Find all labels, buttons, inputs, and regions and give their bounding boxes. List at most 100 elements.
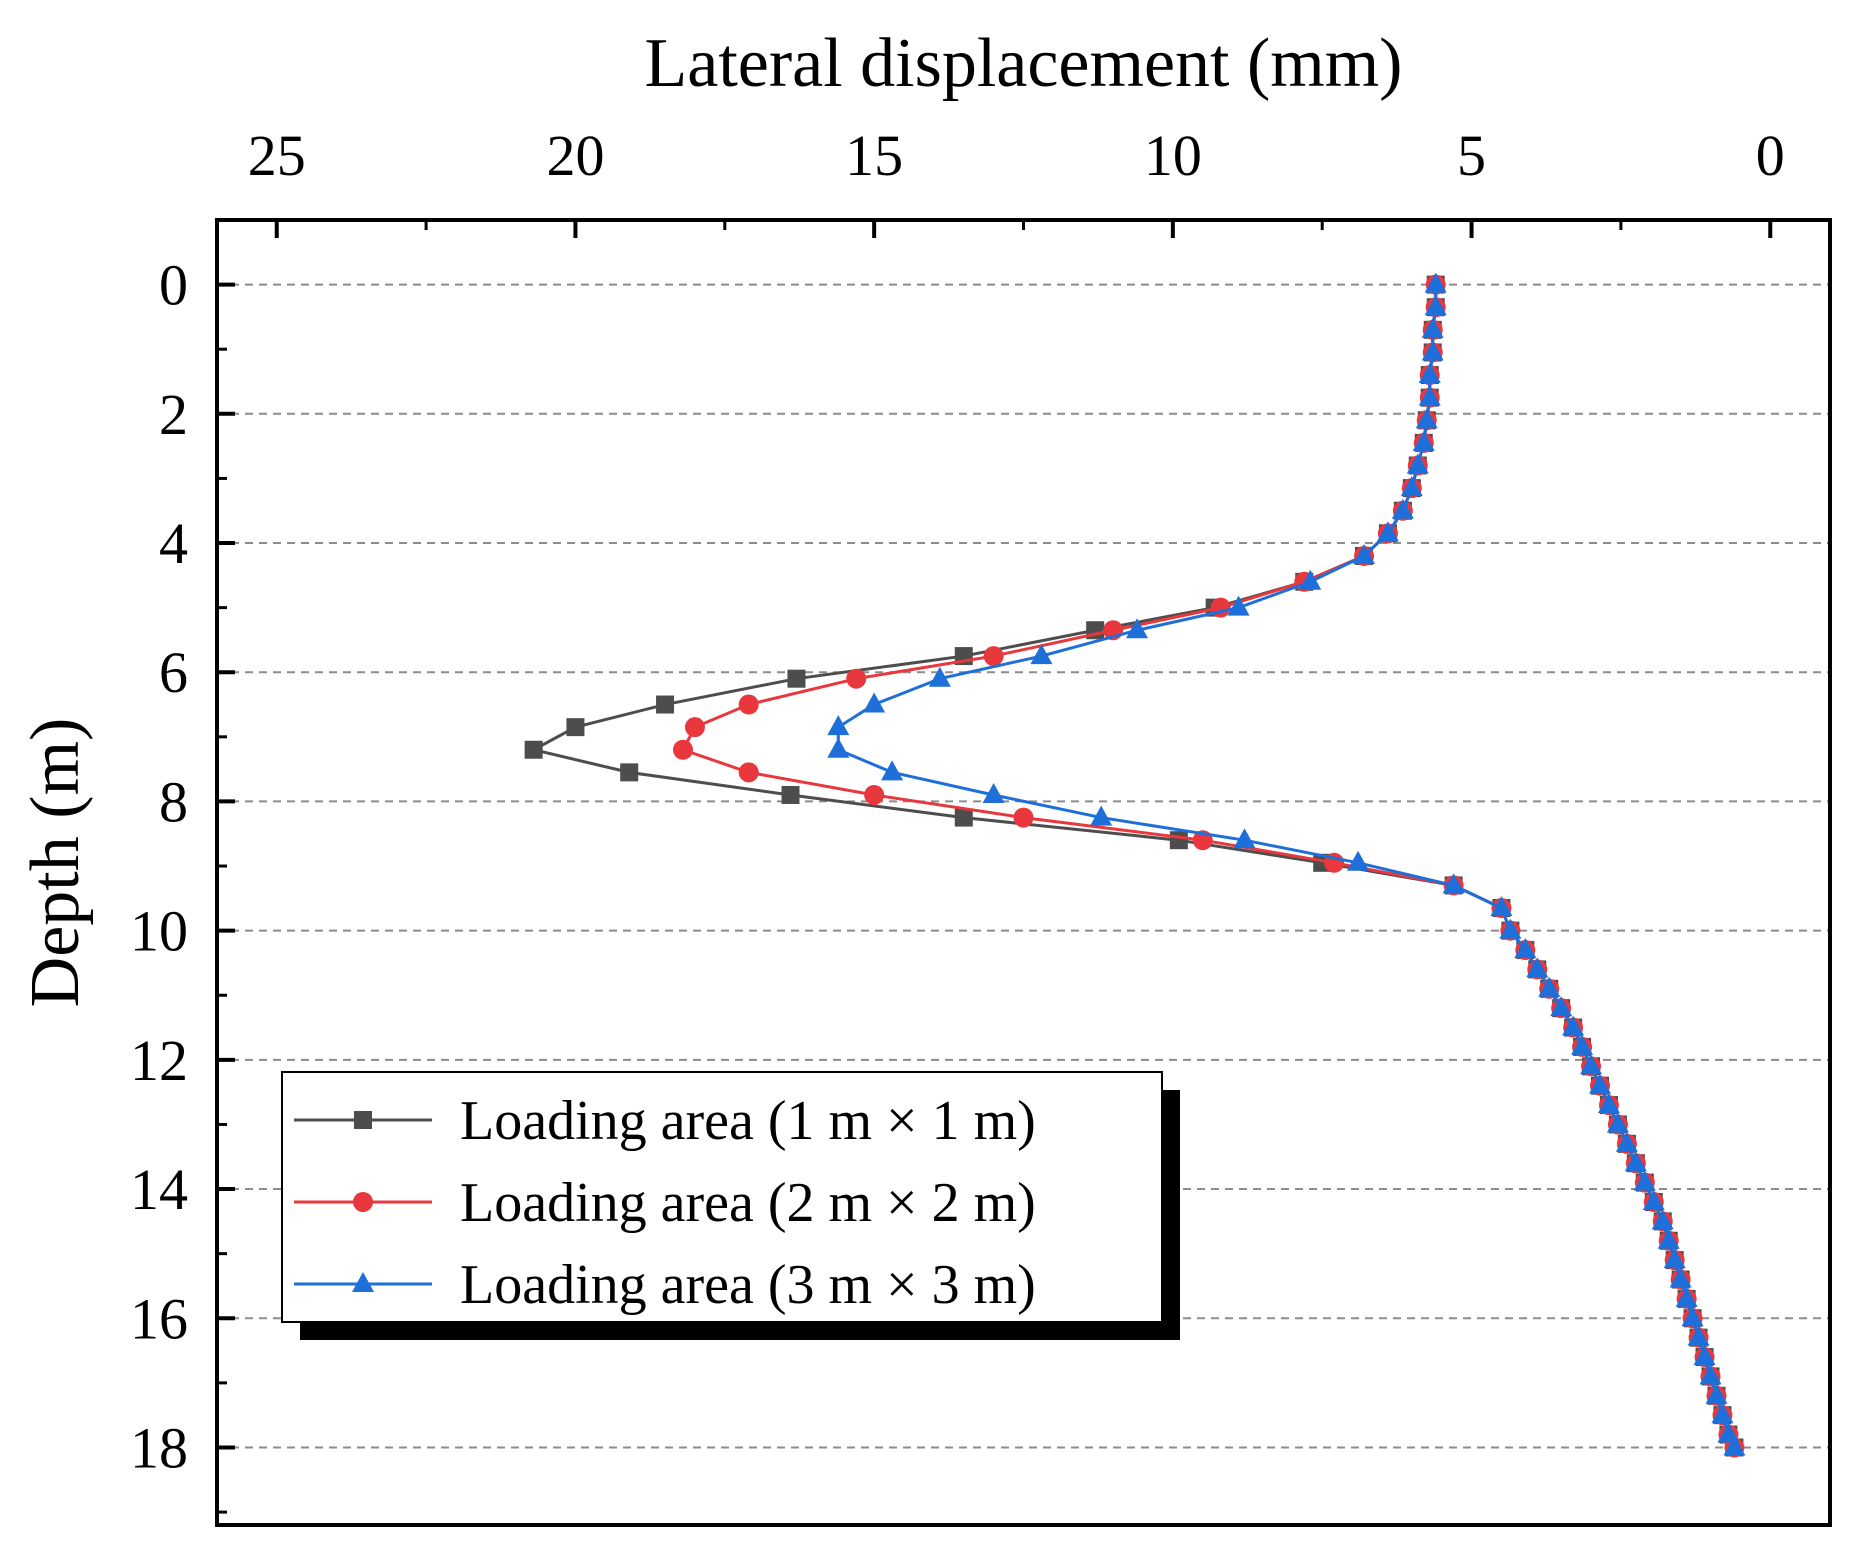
legend-item: Loading area (3 m × 3 m)	[294, 1254, 1036, 1316]
legend-marker	[352, 1272, 374, 1292]
data-point	[1347, 850, 1370, 871]
data-point	[1687, 1325, 1710, 1346]
data-point	[1571, 1034, 1594, 1055]
data-point	[827, 715, 850, 736]
x-axis-title: Lateral displacement (mm)	[644, 25, 1402, 102]
data-point	[1711, 1403, 1734, 1424]
x-tick-label: 0	[1756, 123, 1785, 188]
data-point	[1421, 340, 1444, 361]
data-point	[1499, 918, 1522, 939]
data-point	[1723, 1435, 1746, 1456]
data-point	[954, 808, 973, 827]
legend-label: Loading area (1 m × 1 m)	[460, 1090, 1036, 1152]
data-point	[738, 762, 759, 783]
data-point	[1227, 595, 1250, 616]
y-tick-label: 8	[159, 769, 188, 834]
data-point	[1421, 317, 1444, 338]
data-point	[1353, 543, 1376, 564]
data-point	[1562, 1015, 1585, 1036]
series-group	[524, 272, 1746, 1458]
data-point	[1418, 385, 1441, 406]
data-point	[1580, 1054, 1603, 1075]
data-point	[1412, 430, 1435, 451]
data-point	[1526, 957, 1549, 978]
data-point	[566, 718, 585, 737]
data-point	[983, 646, 1004, 667]
data-point	[1376, 521, 1399, 542]
y-tick-label: 18	[130, 1415, 188, 1480]
data-point	[1400, 476, 1423, 497]
data-point	[864, 784, 885, 805]
data-point	[1693, 1345, 1716, 1366]
data-point	[863, 692, 886, 713]
y-tick-label: 4	[159, 511, 188, 576]
data-point	[787, 669, 806, 688]
legend-label: Loading area (2 m × 2 m)	[460, 1172, 1036, 1234]
series-3	[827, 272, 1746, 1456]
y-tick-label: 0	[159, 253, 188, 318]
data-point	[1424, 295, 1447, 316]
data-point	[1169, 831, 1188, 850]
data-point	[1538, 976, 1561, 997]
y-tick-label: 14	[130, 1157, 188, 1222]
data-point	[1663, 1248, 1686, 1269]
data-point	[1415, 408, 1438, 429]
data-point	[928, 666, 951, 687]
y-tick-label: 16	[130, 1286, 188, 1351]
data-point	[738, 694, 759, 715]
data-point	[1615, 1131, 1638, 1152]
data-point	[1490, 896, 1513, 917]
x-tick-label: 10	[1144, 123, 1202, 188]
data-point	[1030, 644, 1053, 665]
y-tick-label: 10	[130, 899, 188, 964]
data-point	[672, 739, 693, 760]
y-tick-label: 2	[159, 382, 188, 447]
x-tick-label: 25	[248, 123, 306, 188]
legend-marker	[354, 1111, 372, 1129]
data-point	[1705, 1383, 1728, 1404]
data-point	[1699, 1364, 1722, 1385]
legend-label: Loading area (3 m × 3 m)	[460, 1254, 1036, 1316]
data-point	[1550, 996, 1573, 1017]
data-point	[1442, 873, 1465, 894]
legend-item: Loading area (2 m × 2 m)	[294, 1172, 1036, 1234]
data-point	[1299, 569, 1322, 590]
data-point	[1424, 272, 1447, 293]
data-point	[1657, 1228, 1680, 1249]
legend-marker	[353, 1192, 373, 1212]
x-tick-label: 5	[1457, 123, 1486, 188]
data-point	[881, 760, 904, 781]
legend: Loading area (1 m × 1 m) Loading area (2 …	[281, 1071, 1180, 1340]
data-point	[1606, 1112, 1629, 1133]
y-axis-title: Depth (m)	[17, 718, 94, 1008]
data-point	[827, 737, 850, 758]
y-tick-label: 12	[130, 1028, 188, 1093]
data-point	[781, 785, 800, 804]
data-point	[1418, 363, 1441, 384]
y-tick-label: 6	[159, 640, 188, 705]
data-point	[1588, 1073, 1611, 1094]
data-point	[982, 782, 1005, 803]
data-point	[1651, 1209, 1674, 1230]
data-point	[1013, 807, 1034, 828]
data-point	[684, 717, 705, 738]
data-point	[1126, 618, 1149, 639]
x-tick-label: 15	[845, 123, 903, 188]
legend-box	[281, 1071, 1163, 1323]
legend-item: Loading area (1 m × 1 m)	[294, 1090, 1036, 1152]
data-point	[1597, 1093, 1620, 1114]
data-point	[1669, 1267, 1692, 1288]
data-point	[1514, 938, 1537, 959]
data-point	[1391, 498, 1414, 519]
data-point	[620, 763, 639, 782]
data-point	[1681, 1306, 1704, 1327]
data-point	[1624, 1151, 1647, 1172]
data-point	[1642, 1189, 1665, 1210]
data-point	[1233, 828, 1256, 849]
data-point	[1406, 453, 1429, 474]
data-point	[524, 740, 543, 759]
data-point	[846, 668, 867, 689]
data-point	[656, 695, 675, 714]
